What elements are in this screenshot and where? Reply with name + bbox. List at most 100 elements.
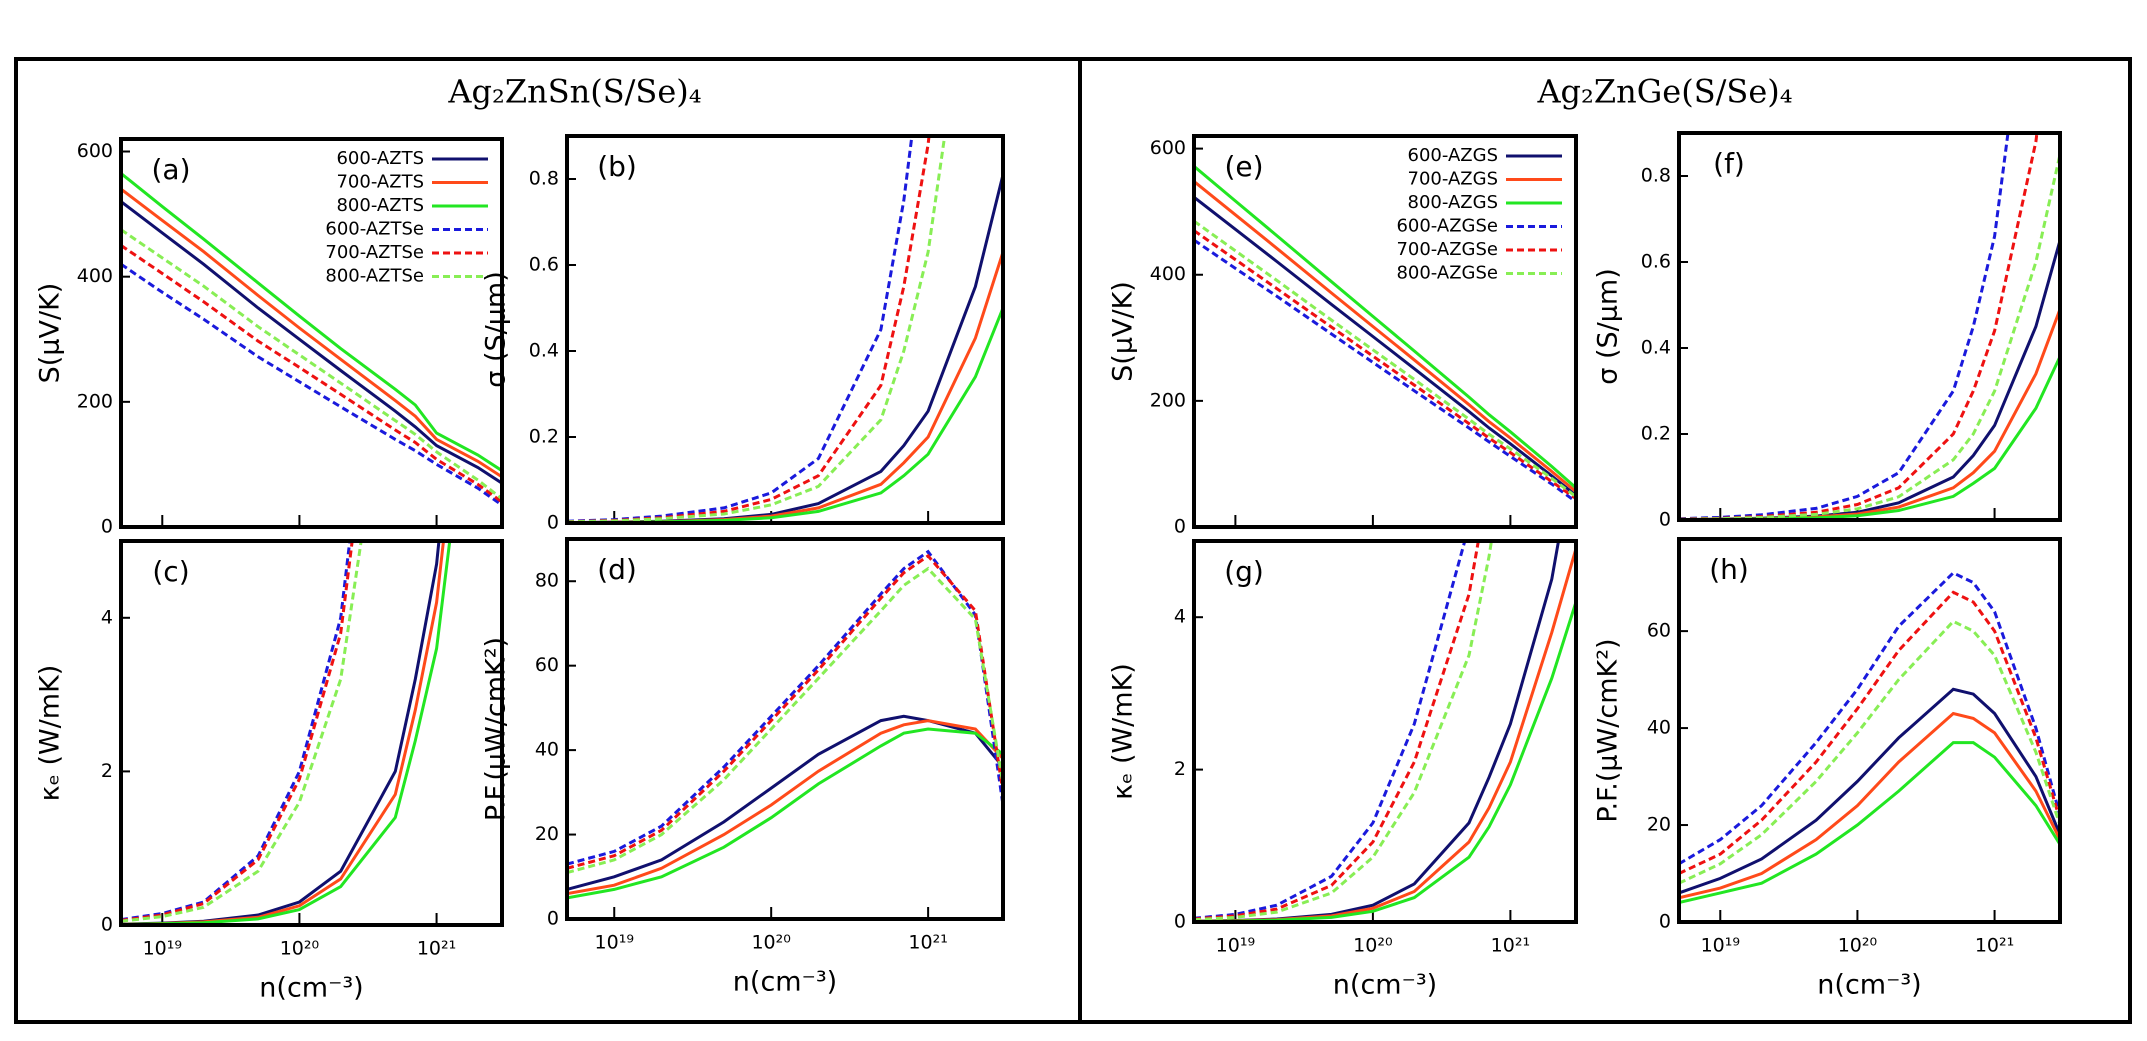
y-tick-label: 20: [535, 823, 559, 845]
legend-label: 600-AZTS: [336, 148, 424, 169]
series-line: [1194, 541, 1480, 921]
series-line: [1679, 240, 2060, 520]
x-axis-label: n(cm⁻³): [1333, 970, 1437, 1001]
y-tick-label: 2: [101, 760, 113, 782]
x-tick-label: 10²¹: [1975, 935, 2014, 957]
series-line: [121, 262, 502, 507]
y-tick-label: 0: [1174, 911, 1186, 933]
series-line: [567, 727, 1003, 900]
x-tick-label: 10²¹: [908, 932, 947, 954]
panel-label: (h): [1709, 553, 1749, 586]
axes-frame: [565, 134, 1005, 525]
y-axis-label: S(μV/K): [1108, 281, 1139, 382]
group-title: Ag₂ZnGe(S/Se)₄: [1536, 73, 1792, 111]
axes-frame: [1677, 131, 2062, 522]
y-tick-label: 200: [1150, 389, 1186, 411]
series-line: [1194, 219, 1576, 498]
legend-label: 600-AZTSe: [325, 219, 424, 240]
y-tick-label: 0: [1659, 911, 1671, 933]
y-tick-label: 600: [1150, 137, 1186, 159]
panel-label: (a): [151, 153, 190, 186]
y-tick-label: 0.8: [529, 168, 559, 190]
y-tick-label: 400: [1150, 263, 1186, 285]
x-tick-label: 10¹⁹: [595, 932, 634, 954]
axes-frame: [119, 137, 504, 529]
y-axis-label: S(μV/K): [35, 283, 66, 384]
series-line: [567, 174, 1003, 523]
y-tick-label: 80: [535, 570, 559, 592]
x-tick-label: 10²⁰: [751, 932, 790, 954]
y-tick-label: 20: [1647, 814, 1671, 836]
panel-label: (d): [597, 553, 637, 586]
series-line: [121, 541, 354, 922]
x-axis-label: n(cm⁻³): [259, 973, 363, 1004]
series-line: [567, 714, 1003, 891]
y-tick-label: 0.4: [529, 340, 559, 362]
y-tick-label: 400: [77, 265, 113, 287]
series-line: [567, 553, 1003, 870]
series-line: [1679, 154, 2060, 520]
series-line: [1194, 541, 1561, 922]
legend-label: 800-AZGS: [1408, 192, 1498, 213]
series-line: [121, 172, 502, 472]
legend-label: 800-AZGSe: [1396, 263, 1498, 284]
y-tick-label: 60: [1647, 620, 1671, 642]
axes-frame: [1192, 134, 1578, 529]
series-line: [1679, 687, 2060, 895]
y-tick-label: 0.2: [1641, 423, 1671, 445]
y-tick-label: 0: [547, 908, 559, 930]
x-axis-label: n(cm⁻³): [733, 967, 837, 998]
series-line: [121, 228, 502, 500]
legend-label: 600-AZGS: [1408, 145, 1498, 166]
y-axis-label: σ (S/μm): [481, 271, 512, 387]
legend-label: 700-AZTSe: [325, 242, 424, 263]
legend-label: 700-AZTS: [336, 172, 424, 193]
series-line: [1194, 548, 1576, 922]
legend-label: 800-AZTS: [336, 195, 424, 216]
x-tick-label: 10²¹: [1491, 935, 1530, 957]
y-axis-label: κₑ (W/mK): [1108, 663, 1139, 800]
axes-frame: [1192, 539, 1578, 924]
plot-area: [1679, 571, 2060, 905]
plot-area: [121, 172, 502, 507]
series-line: [1194, 180, 1576, 493]
series-line: [1679, 619, 2060, 885]
y-tick-label: 4: [1174, 606, 1186, 628]
axes-frame: [565, 537, 1005, 921]
legend-label: 700-AZGSe: [1396, 239, 1498, 260]
series-line: [1194, 541, 1493, 922]
y-axis-label: P.F.(μW/cmK²): [1593, 638, 1624, 822]
x-tick-label: 10²⁰: [280, 938, 319, 960]
series-line: [1194, 229, 1576, 500]
outer-frame: [14, 57, 2132, 1024]
y-tick-label: 0: [1659, 509, 1671, 531]
x-tick-label: 10¹⁹: [1216, 935, 1255, 957]
y-axis-label: σ (S/μm): [1593, 268, 1624, 384]
series-line: [1194, 601, 1576, 922]
x-tick-label: 10²⁰: [1353, 935, 1392, 957]
axes-frame: [1677, 537, 2062, 924]
series-line: [121, 244, 502, 504]
y-tick-label: 0: [101, 516, 113, 538]
y-tick-label: 200: [77, 390, 113, 412]
series-line: [1679, 741, 2060, 905]
series-line: [567, 136, 947, 523]
panel-label: (e): [1224, 150, 1263, 183]
plot-area: [121, 541, 452, 925]
series-line: [1679, 711, 2060, 900]
series-line: [1679, 308, 2060, 520]
y-tick-label: 4: [101, 606, 113, 628]
y-tick-label: 0.6: [1641, 251, 1671, 273]
x-tick-label: 10¹⁹: [143, 938, 182, 960]
series-line: [121, 187, 502, 479]
y-tick-label: 40: [535, 739, 559, 761]
legend-label: 600-AZGSe: [1396, 216, 1498, 237]
group-title: Ag₂ZnSn(S/Se)₄: [447, 73, 701, 111]
panel-label: (f): [1713, 147, 1745, 180]
legend-label: 800-AZTSe: [325, 266, 424, 287]
y-tick-label: 0.8: [1641, 165, 1671, 187]
x-tick-label: 10²¹: [417, 938, 456, 960]
series-line: [1194, 165, 1576, 490]
series-line: [1679, 590, 2060, 875]
